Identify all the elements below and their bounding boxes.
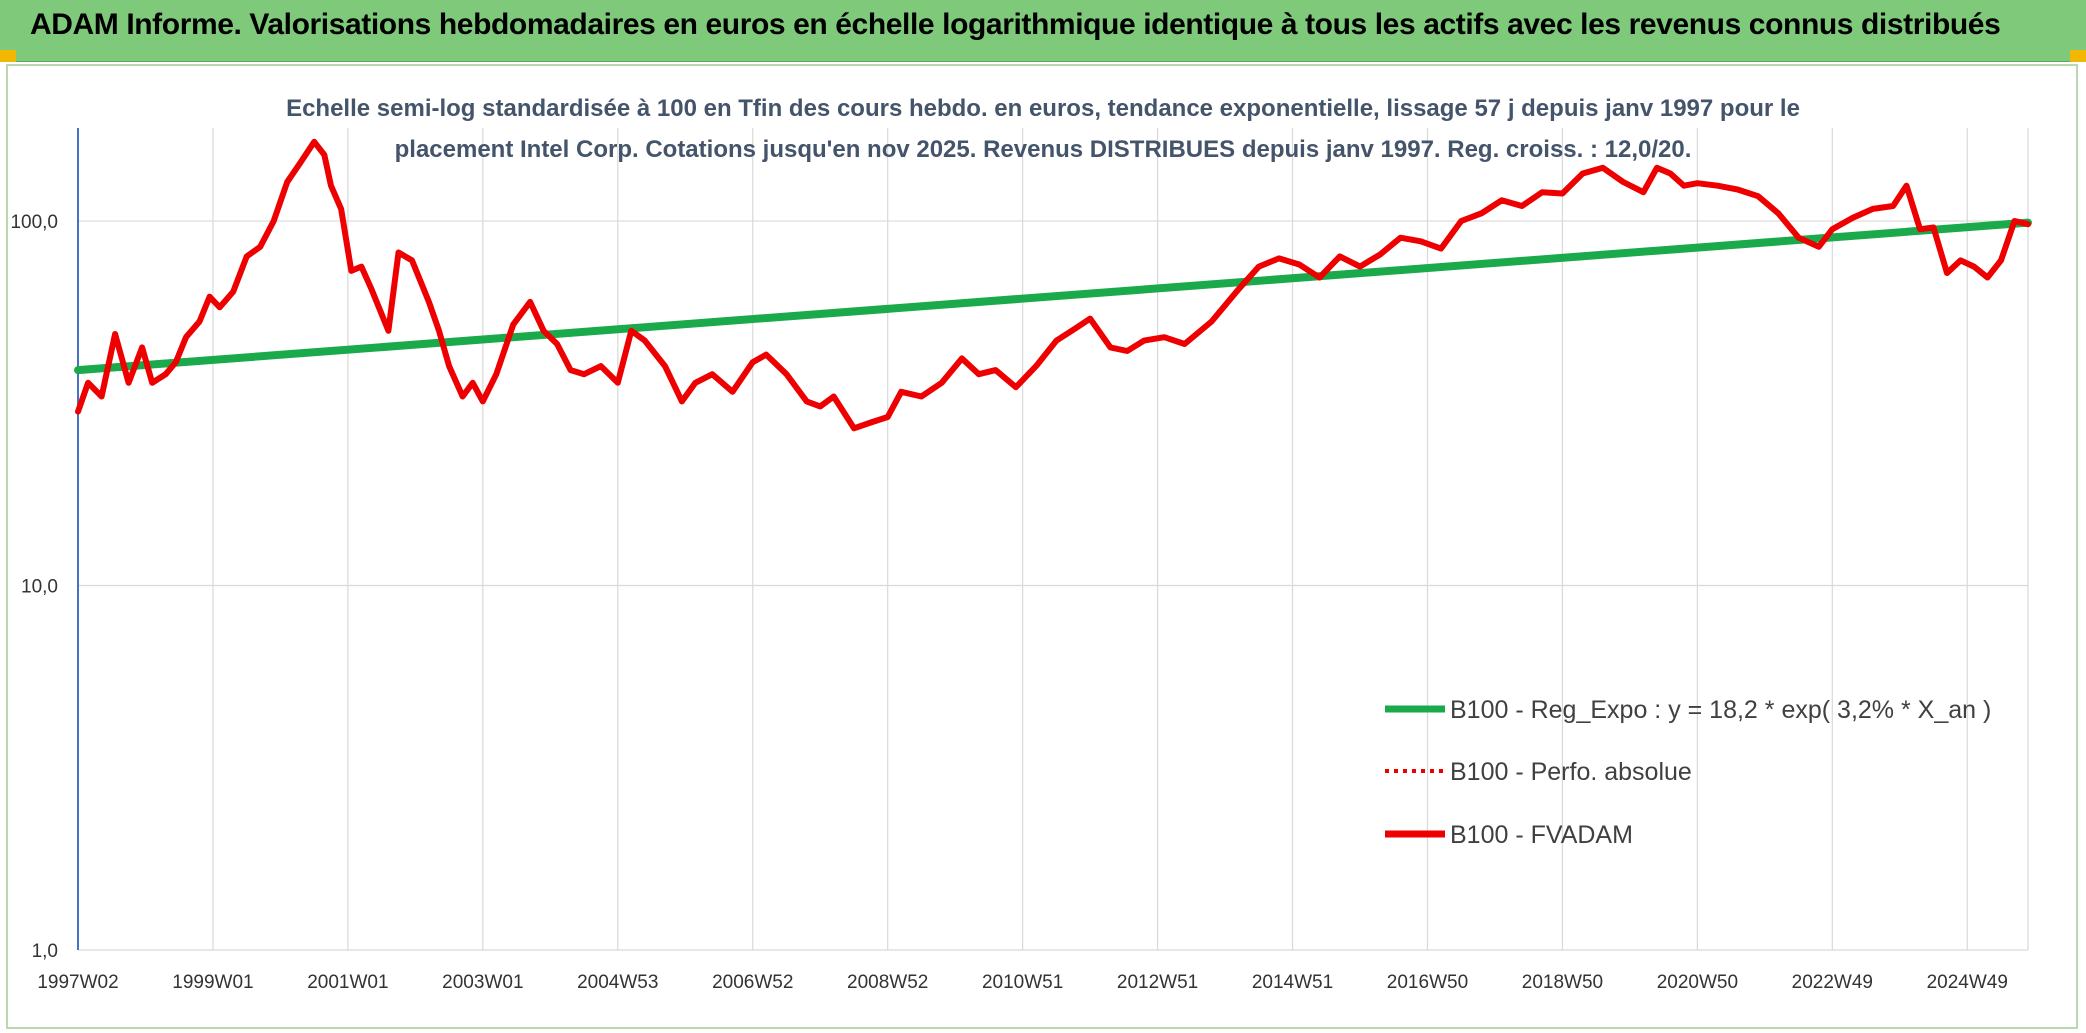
x-tick-label: 2008W52 <box>847 972 928 993</box>
legend-label: B100 - Perfo. absolue <box>1450 758 1692 786</box>
x-tick-label: 2001W01 <box>307 972 388 993</box>
x-tick-label: 2010W51 <box>982 972 1063 993</box>
legend: B100 - Reg_Expo : y = 18,2 * exp( 3,2% *… <box>1385 696 1991 849</box>
x-tick-label: 2024W49 <box>1927 972 2008 993</box>
grid-layer <box>77 128 2029 951</box>
legend-label: B100 - Reg_Expo : y = 18,2 * exp( 3,2% *… <box>1450 696 1991 724</box>
x-tick-label: 2016W50 <box>1387 972 1468 993</box>
y-tick-label: 10,0 <box>21 577 58 598</box>
legend-label: B100 - FVADAM <box>1450 821 1633 849</box>
x-tick-label: 2004W53 <box>577 972 658 993</box>
y-tick-label: 100,0 <box>10 212 58 233</box>
x-tick-label: 2012W51 <box>1117 972 1198 993</box>
y-tick-label: 1,0 <box>32 941 58 962</box>
x-tick-label: 1999W01 <box>172 972 253 993</box>
chart-frame <box>6 64 2078 1029</box>
chart-title-line-1: Echelle semi-log standardisée à 100 en T… <box>286 95 1800 122</box>
series-line-reg-expo <box>74 218 2032 375</box>
x-tick-label: 2022W49 <box>1792 972 1873 993</box>
axis-layer: 1997W02 1999W01 2001W01 2003W01 2004W53 2006W… <box>10 128 2008 993</box>
x-tick-label: 2006W52 <box>712 972 793 993</box>
corner-accent-right <box>2070 50 2086 62</box>
corner-accent-left <box>0 50 16 62</box>
x-tick-label: 2020W50 <box>1657 972 1738 993</box>
series-line-fvadam <box>75 138 2031 432</box>
x-tick-label: 2003W01 <box>442 972 523 993</box>
x-tick-label: 2018W50 <box>1522 972 1603 993</box>
x-tick-label: 1997W02 <box>37 972 118 993</box>
report-banner: ADAM Informe. Valorisations hebdomadaire… <box>0 0 2086 62</box>
x-tick-label: 2014W51 <box>1252 972 1333 993</box>
series-layer <box>74 138 2032 432</box>
report-title: ADAM Informe. Valorisations hebdomadaire… <box>30 8 2001 41</box>
chart-title-line-2: placement Intel Corp. Cotations jusqu'en… <box>395 136 1692 163</box>
